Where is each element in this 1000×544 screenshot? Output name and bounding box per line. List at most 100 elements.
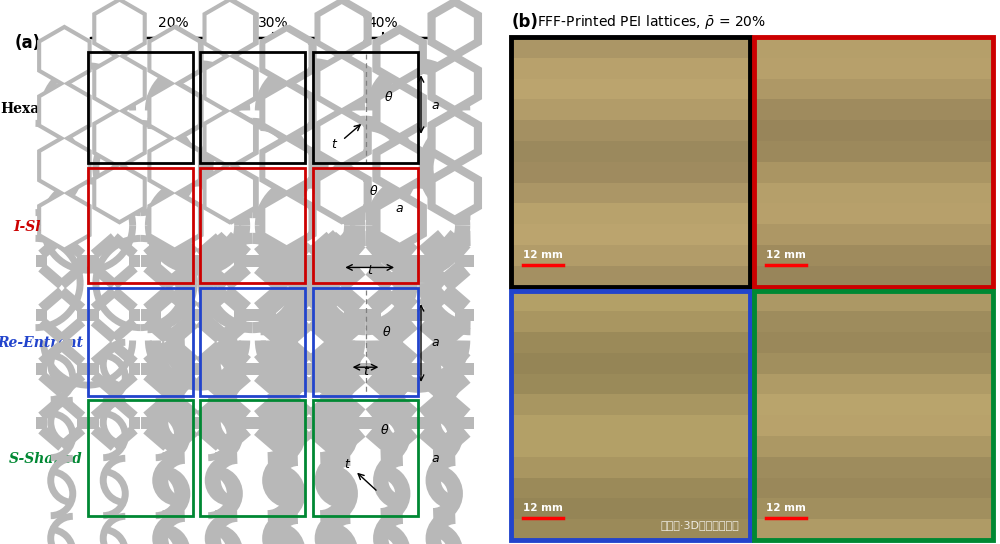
- Polygon shape: [381, 89, 419, 133]
- Polygon shape: [297, 308, 316, 322]
- Polygon shape: [222, 262, 251, 290]
- Bar: [754, 519, 993, 540]
- Polygon shape: [169, 394, 198, 422]
- Polygon shape: [274, 370, 303, 398]
- Polygon shape: [149, 394, 178, 422]
- Polygon shape: [292, 417, 306, 429]
- Polygon shape: [265, 141, 308, 190]
- Polygon shape: [260, 392, 293, 424]
- Polygon shape: [163, 318, 190, 343]
- Polygon shape: [196, 395, 223, 421]
- Polygon shape: [96, 2, 143, 55]
- Polygon shape: [274, 262, 303, 290]
- Polygon shape: [333, 230, 366, 262]
- Polygon shape: [149, 286, 178, 314]
- Bar: [313, 168, 418, 283]
- Polygon shape: [143, 341, 170, 367]
- Polygon shape: [187, 417, 201, 429]
- Polygon shape: [333, 284, 366, 316]
- Polygon shape: [222, 394, 251, 422]
- Polygon shape: [327, 316, 356, 344]
- Polygon shape: [365, 338, 398, 370]
- Polygon shape: [41, 84, 88, 138]
- Polygon shape: [91, 341, 118, 367]
- Polygon shape: [222, 370, 251, 398]
- Polygon shape: [402, 362, 421, 375]
- Bar: [511, 100, 750, 120]
- Polygon shape: [415, 308, 434, 322]
- Polygon shape: [111, 233, 138, 258]
- Polygon shape: [169, 370, 198, 398]
- Polygon shape: [254, 232, 283, 260]
- Polygon shape: [307, 424, 336, 452]
- Polygon shape: [141, 362, 152, 375]
- Polygon shape: [259, 24, 314, 88]
- Polygon shape: [207, 57, 253, 110]
- Polygon shape: [418, 314, 450, 346]
- Polygon shape: [202, 286, 231, 314]
- Polygon shape: [438, 314, 471, 346]
- Polygon shape: [163, 372, 190, 397]
- Bar: [200, 168, 305, 283]
- Bar: [200, 400, 305, 516]
- Polygon shape: [41, 29, 88, 83]
- Polygon shape: [149, 134, 204, 197]
- Polygon shape: [281, 230, 313, 262]
- Polygon shape: [320, 59, 363, 108]
- Polygon shape: [307, 316, 336, 344]
- Polygon shape: [386, 314, 418, 346]
- Polygon shape: [254, 316, 283, 344]
- Polygon shape: [202, 394, 231, 422]
- Bar: [754, 394, 993, 415]
- Polygon shape: [41, 139, 88, 193]
- Polygon shape: [350, 362, 369, 375]
- Polygon shape: [436, 61, 474, 106]
- Bar: [511, 290, 750, 311]
- Polygon shape: [141, 255, 152, 268]
- Text: $\theta$: $\theta$: [380, 423, 389, 436]
- Polygon shape: [265, 32, 308, 81]
- Polygon shape: [199, 308, 213, 322]
- Bar: [754, 141, 993, 162]
- Polygon shape: [58, 233, 85, 258]
- Text: FFF-Printed PEI lattices, $\bar{\rho}$ = 20%: FFF-Printed PEI lattices, $\bar{\rho}$ =…: [537, 13, 766, 31]
- Polygon shape: [196, 263, 223, 289]
- Polygon shape: [38, 318, 65, 343]
- Text: t: t: [332, 138, 336, 151]
- Polygon shape: [169, 316, 198, 344]
- Polygon shape: [402, 308, 421, 322]
- Bar: [754, 37, 993, 58]
- Polygon shape: [151, 84, 198, 138]
- Text: $\theta$: $\theta$: [369, 184, 379, 199]
- Bar: [511, 183, 750, 203]
- Polygon shape: [259, 79, 314, 143]
- Polygon shape: [260, 368, 293, 400]
- Polygon shape: [222, 340, 251, 368]
- Polygon shape: [216, 425, 243, 451]
- Bar: [511, 37, 750, 287]
- Polygon shape: [265, 86, 308, 135]
- Polygon shape: [147, 79, 202, 143]
- Polygon shape: [196, 318, 223, 343]
- Bar: [511, 162, 750, 183]
- Polygon shape: [327, 394, 356, 422]
- Bar: [754, 311, 993, 332]
- Polygon shape: [270, 89, 308, 133]
- Polygon shape: [202, 232, 231, 260]
- Bar: [200, 400, 305, 516]
- Polygon shape: [281, 422, 313, 454]
- Bar: [313, 288, 418, 396]
- Bar: [511, 265, 750, 287]
- Polygon shape: [77, 255, 87, 268]
- Polygon shape: [37, 79, 92, 143]
- Polygon shape: [436, 7, 474, 51]
- Polygon shape: [262, 189, 317, 252]
- Polygon shape: [155, 86, 198, 135]
- Text: t: t: [367, 264, 372, 277]
- Polygon shape: [202, 424, 231, 452]
- Polygon shape: [254, 370, 283, 398]
- Bar: [313, 400, 418, 516]
- Polygon shape: [143, 395, 170, 421]
- Polygon shape: [149, 79, 204, 143]
- Polygon shape: [270, 144, 308, 188]
